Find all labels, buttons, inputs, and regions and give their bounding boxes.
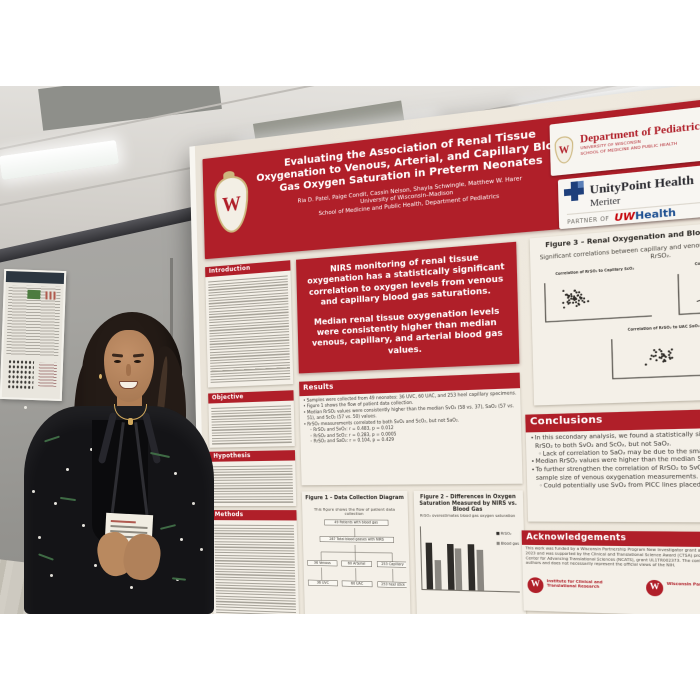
necklace-pendant: [128, 418, 133, 425]
eye: [134, 360, 141, 363]
eye: [114, 360, 121, 363]
eyebrow: [133, 353, 144, 357]
nose: [126, 364, 131, 376]
screenshot-canvas: W Evaluating the Association of Renal Ti…: [0, 0, 700, 700]
presenter: [0, 86, 700, 614]
conference-photo: W Evaluating the Association of Renal Ti…: [0, 86, 700, 614]
badge-text-line: [110, 525, 147, 529]
smile: [119, 381, 138, 389]
earring: [99, 374, 102, 379]
eyebrow: [112, 353, 123, 357]
badge-text-line: [111, 520, 136, 523]
jacket-floral-dots: [24, 406, 27, 409]
